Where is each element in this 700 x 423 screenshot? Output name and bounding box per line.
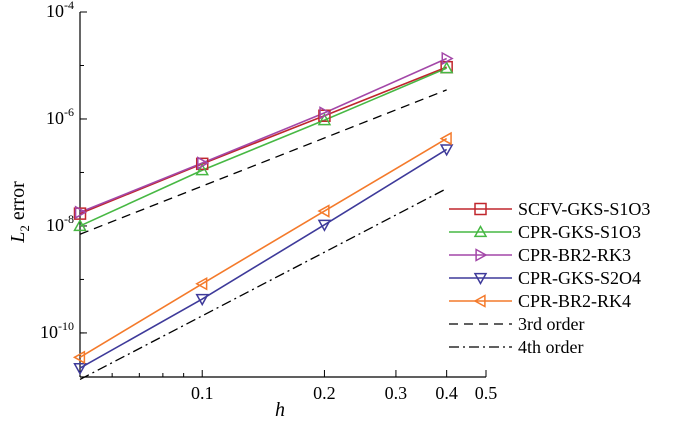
marker-triangle-down — [473, 272, 488, 286]
y-axis-title: L2 error — [7, 181, 32, 244]
y-tick-exponent: -8 — [64, 212, 74, 226]
legend: SCFV-GKS-S1O3 CPR-GKS-S1O3 CPR-BR2-RK3 CPR-… — [449, 199, 650, 357]
marker-triangle-left — [195, 276, 208, 291]
reference-line — [79, 187, 447, 381]
y-tick-label: 10-4 — [46, 0, 74, 21]
marker-triangle-right — [319, 106, 332, 120]
marker-triangle-right — [197, 156, 210, 170]
y-tick-exponent: -6 — [64, 105, 74, 119]
legend-label: 3rd order — [518, 314, 584, 334]
legend-label: CPR-BR2-RK3 — [518, 245, 631, 265]
marker-triangle-left — [439, 131, 452, 146]
marker-triangle-right — [74, 205, 88, 220]
x-tick-label: 0.3 — [385, 383, 408, 403]
marker-triangle-right — [441, 51, 454, 66]
y-tick-base: 10 — [46, 108, 64, 128]
series-line — [79, 67, 447, 227]
marker-triangle-up — [73, 218, 87, 232]
y-axis-title-rest: error — [7, 181, 29, 225]
series-line — [79, 66, 447, 215]
series-line — [79, 57, 447, 214]
marker-triangle-up — [473, 224, 488, 238]
x-tick-label: 0.1 — [191, 383, 214, 403]
marker-square — [474, 202, 487, 216]
y-tick-label: 10-8 — [46, 212, 74, 235]
marker-triangle-down — [439, 144, 454, 157]
y-tick-label: 10-6 — [46, 105, 74, 128]
x-tick-label: 0.2 — [313, 383, 336, 403]
y-tick-exponent: -4 — [64, 0, 74, 12]
series-markers — [72, 51, 454, 376]
legend-label: CPR-GKS-S2O4 — [518, 268, 641, 288]
y-tick-base: 10 — [46, 1, 64, 21]
y-axis: 10-410-610-810-10 — [40, 0, 87, 342]
reference-lines — [79, 89, 447, 381]
y-axis-title-subscript: 2 — [17, 225, 32, 232]
x-tick-label: 0.4 — [435, 383, 458, 403]
marker-triangle-up — [317, 113, 332, 126]
plot-frame — [79, 12, 486, 378]
marker-triangle-up — [195, 163, 209, 176]
marker-triangle-left — [473, 294, 486, 308]
reference-line — [79, 89, 447, 235]
marker-triangle-down — [195, 293, 209, 307]
marker-triangle-up — [439, 61, 454, 74]
series-lines — [79, 57, 448, 369]
marker-triangle-down — [73, 362, 87, 376]
y-tick-base: 10 — [40, 322, 58, 342]
y-tick-exponent: -10 — [58, 319, 74, 333]
y-tick-base: 10 — [46, 215, 64, 235]
marker-triangle-right — [475, 248, 488, 262]
legend-label: 4th order — [518, 337, 583, 357]
series-line — [79, 137, 448, 359]
marker-triangle-down — [317, 219, 332, 232]
series-line — [79, 148, 448, 369]
marker-triangle-left — [317, 204, 330, 218]
legend-label: CPR-BR2-RK4 — [518, 291, 631, 311]
x-axis: 0.1 0.2 0.3 0.4 0.5 — [111, 370, 498, 403]
legend-label: SCFV-GKS-S1O3 — [518, 199, 650, 219]
y-axis-title-main: L — [7, 232, 29, 244]
legend-label: CPR-GKS-S1O3 — [518, 222, 641, 242]
x-axis-title: h — [275, 399, 285, 421]
marker-triangle-left — [72, 350, 86, 365]
x-tick-label: 0.5 — [475, 383, 498, 403]
y-tick-label: 10-10 — [40, 319, 74, 342]
